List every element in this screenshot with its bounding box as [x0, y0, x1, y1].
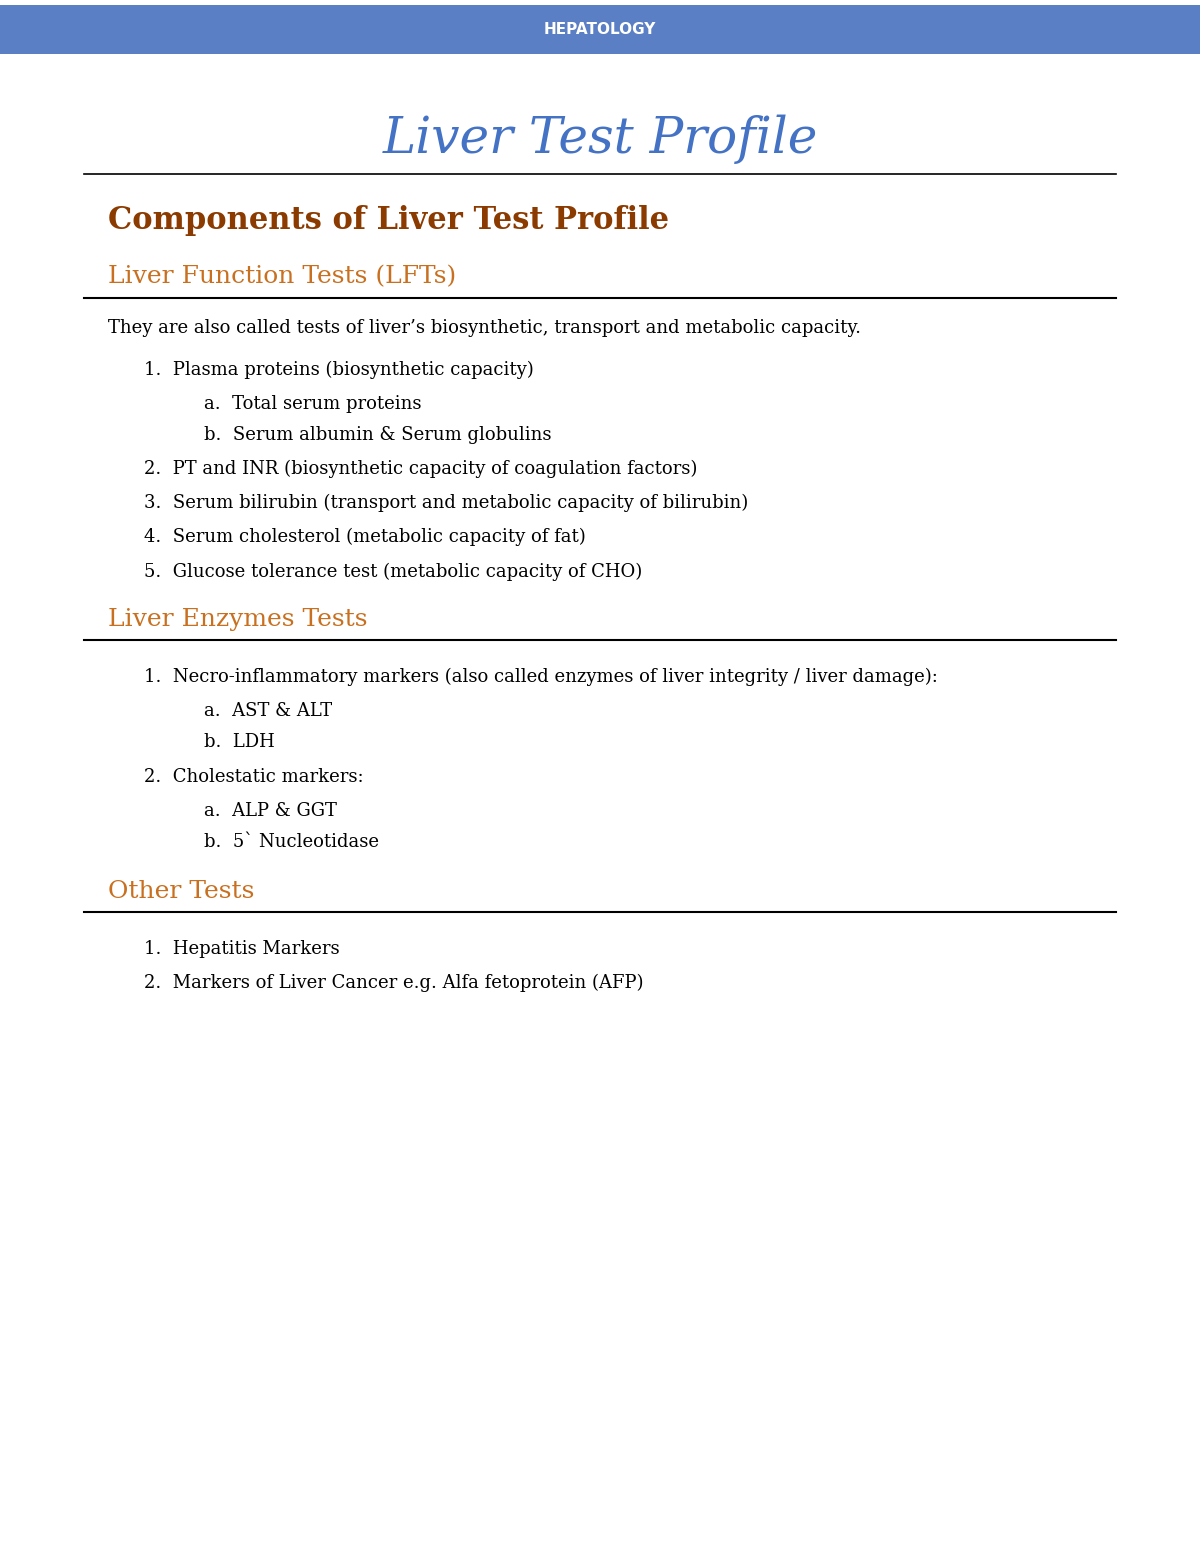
FancyBboxPatch shape	[0, 5, 1200, 54]
Text: 1.  Plasma proteins (biosynthetic capacity): 1. Plasma proteins (biosynthetic capacit…	[144, 360, 534, 379]
Text: They are also called tests of liver’s biosynthetic, transport and metabolic capa: They are also called tests of liver’s bi…	[108, 318, 862, 337]
Text: b.  LDH: b. LDH	[204, 733, 275, 752]
Text: 4.  Serum cholesterol (metabolic capacity of fat): 4. Serum cholesterol (metabolic capacity…	[144, 528, 586, 547]
Text: 1.  Necro-inflammatory markers (also called enzymes of liver integrity / liver d: 1. Necro-inflammatory markers (also call…	[144, 668, 938, 686]
Text: HEPATOLOGY: HEPATOLOGY	[544, 22, 656, 37]
Text: Components of Liver Test Profile: Components of Liver Test Profile	[108, 205, 670, 236]
Text: 2.  Cholestatic markers:: 2. Cholestatic markers:	[144, 767, 364, 786]
Text: a.  AST & ALT: a. AST & ALT	[204, 702, 332, 721]
Text: 3.  Serum bilirubin (transport and metabolic capacity of bilirubin): 3. Serum bilirubin (transport and metabo…	[144, 494, 749, 512]
Text: a.  ALP & GGT: a. ALP & GGT	[204, 801, 337, 820]
Text: Liver Function Tests (LFTs): Liver Function Tests (LFTs)	[108, 266, 456, 287]
Text: a.  Total serum proteins: a. Total serum proteins	[204, 394, 421, 413]
Text: Liver Enzymes Tests: Liver Enzymes Tests	[108, 609, 367, 631]
Text: Other Tests: Other Tests	[108, 881, 254, 902]
Text: 2.  PT and INR (biosynthetic capacity of coagulation factors): 2. PT and INR (biosynthetic capacity of …	[144, 460, 697, 478]
Text: 5.  Glucose tolerance test (metabolic capacity of CHO): 5. Glucose tolerance test (metabolic cap…	[144, 562, 642, 581]
Text: Liver Test Profile: Liver Test Profile	[383, 115, 817, 165]
Text: b.  Serum albumin & Serum globulins: b. Serum albumin & Serum globulins	[204, 426, 552, 444]
Text: b.  5` Nucleotidase: b. 5` Nucleotidase	[204, 832, 379, 851]
Text: 2.  Markers of Liver Cancer e.g. Alfa fetoprotein (AFP): 2. Markers of Liver Cancer e.g. Alfa fet…	[144, 974, 643, 992]
Text: 1.  Hepatitis Markers: 1. Hepatitis Markers	[144, 940, 340, 958]
